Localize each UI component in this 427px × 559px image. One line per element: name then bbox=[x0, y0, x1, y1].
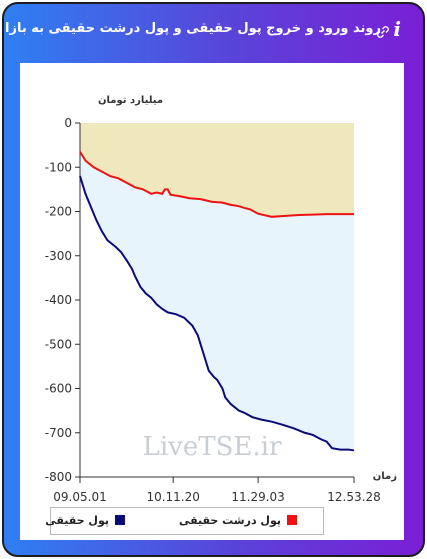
line-real-money bbox=[79, 175, 355, 452]
chart-panel: LiveTSE.ir 0 -100 -200 -300 -400 -500 -600 -700 -… bbox=[20, 63, 404, 540]
y-tick-label: -700 bbox=[45, 426, 72, 440]
y-tick-label: 0 bbox=[64, 116, 72, 130]
y-tick-label: -800 bbox=[45, 470, 72, 484]
legend-label-big-real-money: پول درشت حقیقی bbox=[178, 514, 281, 527]
y-tick-label: -300 bbox=[45, 249, 72, 263]
legend-item-real-money[interactable]: پول حقیقی bbox=[45, 514, 125, 528]
x-tick-label: 12.53.28 bbox=[327, 490, 380, 504]
title-bar: روند ورود و خروج پول حقیقی و پول درشت حق… bbox=[4, 4, 423, 60]
y-tick-label: -200 bbox=[45, 205, 72, 219]
link-icon[interactable] bbox=[377, 26, 389, 38]
line-big-real-money bbox=[79, 151, 354, 218]
watermark: LiveTSE.ir bbox=[143, 432, 282, 462]
legend: پول حقیقی پول درشت حقیقی bbox=[45, 507, 324, 535]
legend-swatch-big-real-money bbox=[287, 515, 297, 525]
x-tick-label: 10.11.20 bbox=[146, 490, 199, 504]
legend-item-big-real-money[interactable]: پول درشت حقیقی bbox=[179, 514, 297, 528]
chart-svg: LiveTSE.ir 0 -100 -200 -300 -400 -500 -600 -700 -… bbox=[45, 95, 397, 504]
info-icon[interactable]: i bbox=[393, 17, 401, 41]
area-real-money bbox=[80, 151, 354, 451]
y-tick-label: -500 bbox=[45, 337, 72, 351]
legend-swatch-real-money bbox=[115, 515, 125, 525]
y-unit-label: میلیارد تومان bbox=[98, 95, 163, 106]
area-big-real-money bbox=[80, 123, 354, 217]
y-tick-label: -400 bbox=[45, 293, 72, 307]
chart-title: روند ورود و خروج پول حقیقی و پول درشت حق… bbox=[2, 21, 381, 36]
y-tick-label: -600 bbox=[45, 382, 72, 396]
x-tick-label: 09.05.01 bbox=[53, 490, 106, 504]
x-tick-label: 11.29.03 bbox=[231, 490, 284, 504]
x-axis-label: زمان bbox=[373, 471, 397, 482]
y-tick-label: -100 bbox=[45, 160, 72, 174]
legend-label-real-money: پول حقیقی bbox=[45, 514, 109, 527]
